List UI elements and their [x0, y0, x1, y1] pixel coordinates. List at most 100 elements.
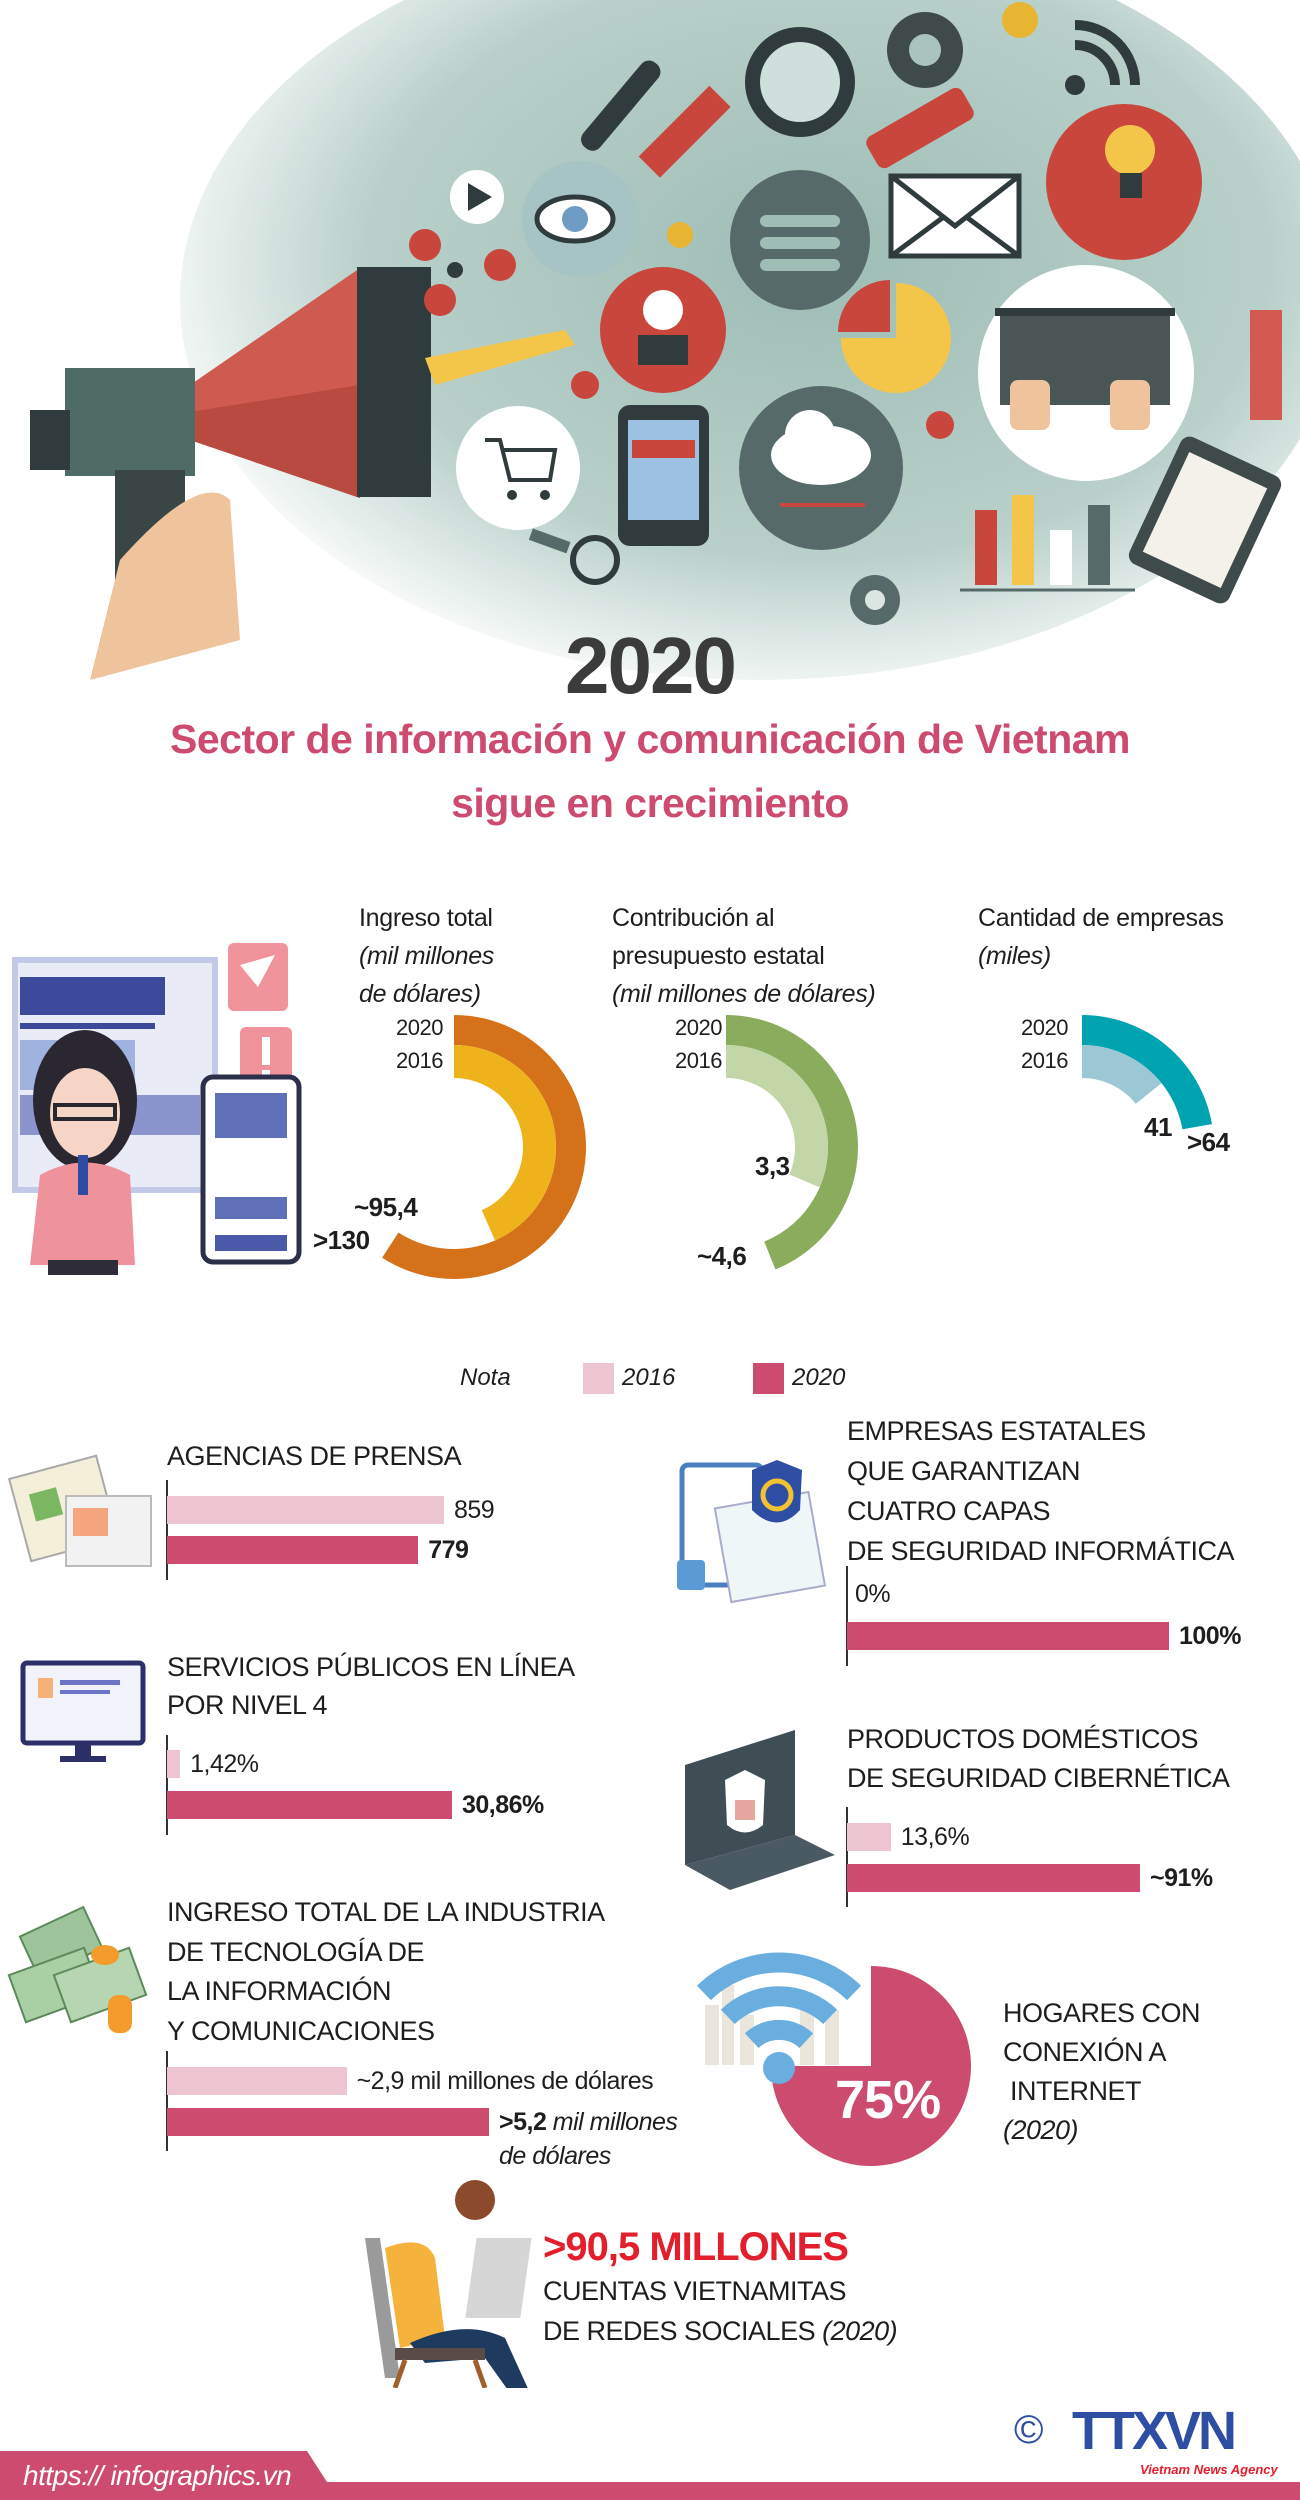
- hogares-line: INTERNET: [1003, 2076, 1142, 2106]
- hogares-year: (2020): [1003, 2115, 1079, 2145]
- title-line: POR NIVEL 4: [167, 1690, 328, 1720]
- hogares-percent: 75%: [835, 2070, 941, 2130]
- magnifier-icon: [528, 528, 620, 585]
- bar-label-2020: 30,86%: [462, 1791, 544, 1819]
- title-line: EMPRESAS ESTATALES: [847, 1416, 1146, 1446]
- radial-ingreso-heading: Ingreso total (mil millones de dólares): [359, 899, 494, 1013]
- radial-empresas-heading: Cantidad de empresas (miles): [978, 899, 1224, 975]
- radial-value-2016: 3,3: [755, 1151, 790, 1181]
- newspaper-icon: [8, 1454, 152, 1567]
- laptop-typing-icon: [978, 265, 1194, 481]
- lightbulb-icon: [1046, 104, 1202, 260]
- eye-icon: [522, 161, 638, 277]
- bar-label-2016: ~2,9 mil millones de dólares: [356, 2067, 654, 2095]
- radial-value-2016: ~95,4: [354, 1192, 418, 1222]
- cloud-icon: [739, 386, 903, 550]
- chat-bubble-icon: [730, 170, 870, 310]
- pie-chart-icon: [838, 280, 951, 393]
- monitor-icon: [20, 1660, 146, 1762]
- page-title: Sector de información y comunicación de …: [170, 716, 1131, 762]
- city-skyline: [705, 1985, 839, 2065]
- bar-unit: mil millones: [546, 2108, 678, 2136]
- bar-axis: [846, 1807, 848, 1907]
- legend-label: Nota: [460, 1364, 511, 1391]
- radial-contribucion-title: Contribución al: [612, 904, 775, 932]
- envelope-icon: [888, 173, 1022, 259]
- title-line: INGRESO TOTAL DE LA INDUSTRIA: [167, 1897, 605, 1927]
- bar-2016: [847, 1823, 891, 1851]
- smartphone-icon: [618, 405, 709, 546]
- bar-chart-title: PRODUCTOS DOMÉSTICOS DE SEGURIDAD CIBERN…: [847, 1720, 1230, 1798]
- bar-label-2020: >5,2 mil millones de dólares: [499, 2108, 678, 2170]
- title-line: DE SEGURIDAD CIBERNÉTICA: [847, 1763, 1230, 1793]
- wifi-icon: [1065, 20, 1140, 95]
- radial-value-2020: >64: [1187, 1127, 1230, 1157]
- money-icon: [7, 1905, 148, 2033]
- year-label-2016: 2016: [1021, 1048, 1068, 1073]
- title-line: SERVICIOS PÚBLICOS EN LÍNEA: [167, 1652, 575, 1682]
- gear-icon: [887, 12, 963, 88]
- tablet-icon: [1128, 436, 1282, 604]
- year-label-2020: 2020: [1021, 1015, 1068, 1040]
- year-label-2020: 2020: [396, 1015, 443, 1040]
- internet-pie-slice: [771, 1966, 971, 2166]
- hero-illustration: [30, 0, 1300, 680]
- footer-url[interactable]: https:// infographics.vn: [23, 2460, 292, 2491]
- laptop-lock-icon: [685, 1730, 835, 1890]
- bar-axis: [846, 1566, 848, 1666]
- bar-value-2020: 30,86%: [462, 1791, 544, 1819]
- security-document-icon: [677, 1460, 827, 1604]
- megaphone-icon: [30, 267, 431, 680]
- bar-label-2016: 13,6%: [900, 1823, 970, 1851]
- bar-chart-title: EMPRESAS ESTATALES QUE GARANTIZAN CUATRO…: [847, 1411, 1235, 1571]
- bar-chart-icon: [960, 495, 1135, 592]
- bar-2020: [167, 1791, 452, 1819]
- radial-arc-2020: [726, 1015, 859, 1270]
- bar-value-2020: ~91%: [1150, 1864, 1213, 1892]
- bar-label-2020: 779: [428, 1536, 469, 1564]
- bar-chart-title: AGENCIAS DE PRENSA: [167, 1441, 462, 1471]
- year-label-2016: 2016: [675, 1048, 722, 1073]
- radial-arc-2016: [1082, 1045, 1162, 1104]
- hogares-line: HOGARES CON: [1003, 1998, 1201, 2028]
- title-line: DE SEGURIDAD INFORMÁTICA: [847, 1536, 1235, 1566]
- year-label-2020: 2020: [675, 1015, 722, 1040]
- bar-label-2020: 100%: [1179, 1622, 1241, 1650]
- bar-label-2020: ~91%: [1150, 1864, 1213, 1892]
- play-icon: [450, 170, 504, 224]
- bar-label-2016: 0%: [855, 1580, 891, 1608]
- radial-contribucion-title-2: presupuesto estatal: [612, 942, 825, 970]
- bar-2020: [167, 2108, 489, 2136]
- user-icon: [600, 267, 726, 393]
- bar-label-2016: 1,42%: [190, 1750, 259, 1778]
- bar-chart-title: SERVICIOS PÚBLICOS EN LÍNEA POR NIVEL 4: [167, 1648, 575, 1724]
- wifi-dot: [763, 2052, 795, 2084]
- pencil-icon: [425, 330, 575, 385]
- radial-empresas-unit: (miles): [978, 942, 1051, 970]
- title-line: LA INFORMACIÓN: [167, 1976, 392, 2006]
- ttxvn-logo: TTXVN: [1072, 2401, 1237, 2461]
- bar-2020: [847, 1622, 1169, 1650]
- bar-2020: [167, 1536, 419, 1564]
- person-laptop-illustration: [365, 2180, 532, 2388]
- phone-handset-icon: [581, 60, 661, 151]
- wifi-icon: [696, 1952, 862, 2049]
- bar-value-2020: 779: [428, 1536, 469, 1564]
- pencil-red-icon: [1250, 310, 1282, 420]
- radial-value-2020: ~4,6: [697, 1241, 747, 1271]
- bar-2016: [167, 2067, 347, 2095]
- radial-value-2020: >130: [313, 1225, 370, 1255]
- title-line: CUATRO CAPAS: [847, 1496, 1051, 1526]
- gear-icon: [571, 371, 599, 399]
- radial-arc-2016: [454, 1045, 557, 1241]
- hogares-line: CONEXIÓN A: [1003, 2037, 1167, 2067]
- cart-icon: [456, 406, 580, 530]
- reporter-illustration: [12, 943, 302, 1275]
- footer-band: [0, 2451, 1300, 2500]
- bar-chart-title: INGRESO TOTAL DE LA INDUSTRIA DE TECNOLO…: [167, 1893, 605, 2051]
- legend-swatch-2016: [583, 1363, 614, 1394]
- globe-search-icon: [638, 27, 855, 178]
- redes-headline: >90,5 MILLONES: [543, 2225, 849, 2269]
- bar-axis: [166, 2051, 168, 2151]
- bar-2016: [167, 1496, 444, 1524]
